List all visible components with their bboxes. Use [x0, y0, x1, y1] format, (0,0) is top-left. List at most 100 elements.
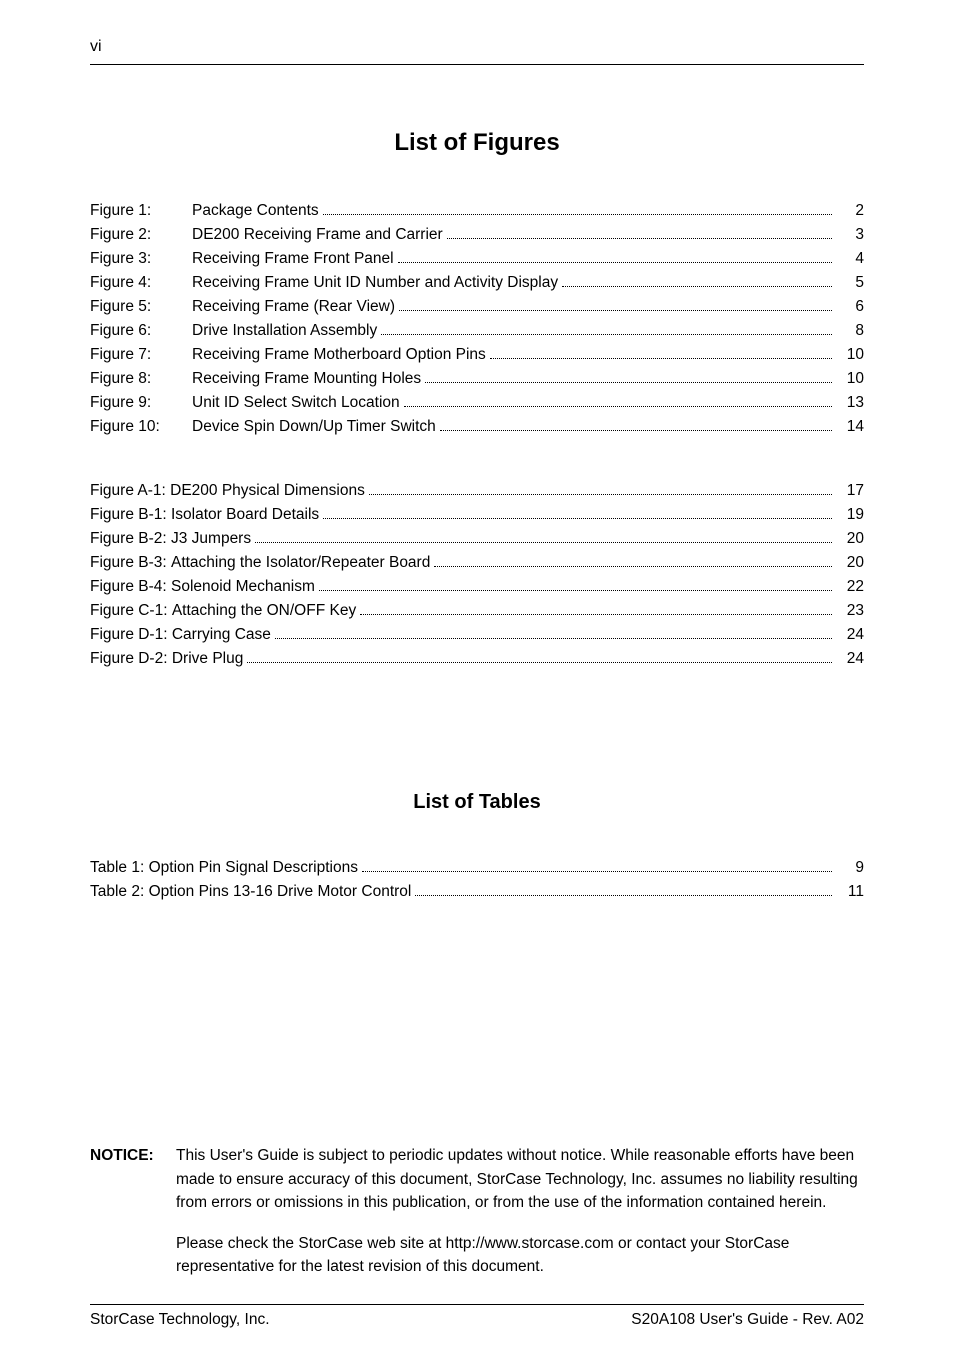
figure-entry: Figure B-4: Solenoid Mechanism 22: [90, 575, 864, 599]
figure-page: 20: [836, 551, 864, 575]
figure-label: Figure B-2:: [90, 527, 167, 551]
page: vi List of Figures Figure 1: Package Con…: [0, 0, 954, 1369]
figure-entry: Figure 6: Drive Installation Assembly 8: [90, 319, 864, 343]
leader-dots: [404, 397, 832, 407]
figure-page: 19: [836, 503, 864, 527]
figure-title: J3 Jumpers: [171, 527, 251, 551]
figure-entry: Figure B-1: Isolator Board Details 19: [90, 503, 864, 527]
leader-dots: [381, 325, 832, 335]
leader-dots: [415, 886, 832, 896]
figure-page: 20: [836, 527, 864, 551]
figure-label: Figure 3:: [90, 247, 192, 271]
leader-dots: [255, 533, 832, 543]
leader-dots: [562, 277, 832, 287]
figure-page: 3: [836, 223, 864, 247]
figure-label: Figure D-2:: [90, 647, 168, 671]
figure-title: Attaching the ON/OFF Key: [172, 599, 356, 623]
leader-dots: [362, 862, 832, 872]
figure-title: Receiving Frame (Rear View): [192, 295, 395, 319]
leader-dots: [490, 349, 832, 359]
table-label: Table 1:: [90, 856, 144, 880]
notice-paragraph: This User's Guide is subject to periodic…: [176, 1144, 864, 1214]
figure-title: Receiving Frame Mounting Holes: [192, 367, 421, 391]
table-label: Table 2:: [90, 880, 144, 904]
figure-entry: Figure D-1: Carrying Case 24: [90, 623, 864, 647]
figure-entry: Figure D-2: Drive Plug 24: [90, 647, 864, 671]
notice-block: NOTICE: This User's Guide is subject to …: [90, 1144, 864, 1296]
table-title: Option Pin Signal Descriptions: [149, 856, 358, 880]
figure-page: 10: [836, 343, 864, 367]
footer: StorCase Technology, Inc. S20A108 User's…: [90, 1305, 864, 1329]
figure-entry: Figure B-3: Attaching the Isolator/Repea…: [90, 551, 864, 575]
leader-dots: [440, 421, 832, 431]
table-entry: Table 2: Option Pins 13-16 Drive Motor C…: [90, 880, 864, 904]
figure-title: Receiving Frame Front Panel: [192, 247, 394, 271]
notice-body: This User's Guide is subject to periodic…: [176, 1144, 864, 1296]
figure-page: 2: [836, 199, 864, 223]
notice-label: NOTICE:: [90, 1144, 176, 1296]
figure-page: 23: [836, 599, 864, 623]
figure-label: Figure A-1:: [90, 479, 166, 503]
figure-page: 10: [836, 367, 864, 391]
figure-title: Carrying Case: [172, 623, 271, 647]
table-title: Option Pins 13-16 Drive Motor Control: [149, 880, 412, 904]
figure-page: 17: [836, 479, 864, 503]
figure-title: Isolator Board Details: [171, 503, 319, 527]
figure-label: Figure 6:: [90, 319, 192, 343]
figure-label: Figure 10:: [90, 415, 192, 439]
figure-label: Figure B-1:: [90, 503, 167, 527]
leader-dots: [434, 557, 832, 567]
figure-page: 8: [836, 319, 864, 343]
figure-entry: Figure 2: DE200 Receiving Frame and Carr…: [90, 223, 864, 247]
leader-dots: [247, 653, 832, 663]
figure-label: Figure 7:: [90, 343, 192, 367]
leader-dots: [447, 229, 832, 239]
leader-dots: [369, 485, 832, 495]
figure-label: Figure B-4:: [90, 575, 167, 599]
figure-title: Device Spin Down/Up Timer Switch: [192, 415, 436, 439]
figure-title: Receiving Frame Unit ID Number and Activ…: [192, 271, 558, 295]
table-entry: Table 1: Option Pin Signal Descriptions …: [90, 856, 864, 880]
figure-title: Attaching the Isolator/Repeater Board: [171, 551, 430, 575]
footer-left: StorCase Technology, Inc.: [90, 1311, 270, 1329]
footer-right: S20A108 User's Guide - Rev. A02: [631, 1311, 864, 1329]
figure-title: Package Contents: [192, 199, 319, 223]
figures-block: Figure 1: Package Contents 2 Figure 2: D…: [90, 199, 864, 439]
top-rule: [90, 64, 864, 65]
figure-title: DE200 Physical Dimensions: [170, 479, 365, 503]
figure-title: Unit ID Select Switch Location: [192, 391, 400, 415]
figure-page: 5: [836, 271, 864, 295]
figure-label: Figure B-3:: [90, 551, 167, 575]
leader-dots: [425, 373, 832, 383]
figure-entry: Figure 8: Receiving Frame Mounting Holes…: [90, 367, 864, 391]
figure-label: Figure C-1:: [90, 599, 168, 623]
table-page: 9: [836, 856, 864, 880]
figure-title: Drive Plug: [172, 647, 244, 671]
figure-entry: Figure B-2: J3 Jumpers 20: [90, 527, 864, 551]
leader-dots: [360, 605, 832, 615]
table-page: 11: [836, 880, 864, 904]
figure-entry: Figure 5: Receiving Frame (Rear View) 6: [90, 295, 864, 319]
spacer: [90, 1297, 864, 1304]
figure-entry: Figure 4: Receiving Frame Unit ID Number…: [90, 271, 864, 295]
figure-label: Figure 2:: [90, 223, 192, 247]
figure-page: 6: [836, 295, 864, 319]
figure-entry: Figure 10: Device Spin Down/Up Timer Swi…: [90, 415, 864, 439]
figure-title: Drive Installation Assembly: [192, 319, 377, 343]
figure-entry: Figure C-1: Attaching the ON/OFF Key 23: [90, 599, 864, 623]
figure-entry: Figure A-1: DE200 Physical Dimensions 17: [90, 479, 864, 503]
figure-label: Figure 4:: [90, 271, 192, 295]
page-number-top: vi: [90, 38, 864, 56]
leader-dots: [275, 629, 832, 639]
appendix-figures-block: Figure A-1: DE200 Physical Dimensions 17…: [90, 479, 864, 671]
figure-title: Receiving Frame Motherboard Option Pins: [192, 343, 486, 367]
leader-dots: [399, 301, 832, 311]
leader-dots: [319, 581, 832, 591]
figure-page: 4: [836, 247, 864, 271]
figure-label: Figure 1:: [90, 199, 192, 223]
figure-label: Figure 8:: [90, 367, 192, 391]
list-of-figures-title: List of Figures: [90, 129, 864, 157]
tables-block: Table 1: Option Pin Signal Descriptions …: [90, 856, 864, 904]
figure-page: 13: [836, 391, 864, 415]
leader-dots: [323, 205, 832, 215]
